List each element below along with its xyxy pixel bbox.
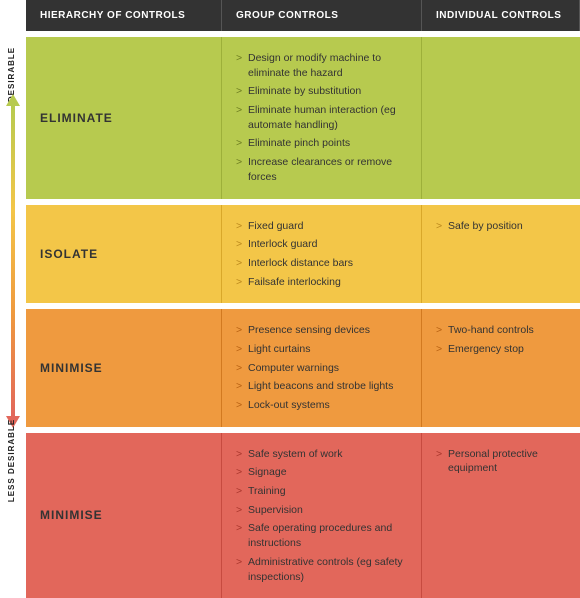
axis-label-bottom: LESS DESIRABLE — [7, 419, 16, 502]
band-minimise-1: MINIMISE Presence sensing devices Light … — [26, 309, 580, 426]
list-item: Computer warnings — [236, 361, 407, 376]
list-item: Interlock distance bars — [236, 256, 407, 271]
list-item: Training — [236, 484, 407, 499]
individual-controls — [422, 37, 580, 199]
group-controls: Safe system of work Signage Training Sup… — [222, 433, 422, 598]
list-item: Eliminate human interaction (eg automate… — [236, 103, 407, 132]
group-list: Fixed guard Interlock guard Interlock di… — [236, 219, 407, 290]
group-controls: Fixed guard Interlock guard Interlock di… — [222, 205, 422, 304]
arrow-up-icon — [6, 94, 20, 106]
list-item: Administrative controls (eg safety inspe… — [236, 555, 407, 584]
arrow-body — [11, 106, 15, 416]
list-item: Personal protective equipment — [436, 447, 566, 476]
group-list: Presence sensing devices Light curtains … — [236, 323, 407, 412]
header-group: GROUP CONTROLS — [222, 0, 422, 31]
list-item: Lock-out systems — [236, 398, 407, 413]
individual-controls: Two-hand controls Emergency stop — [422, 309, 580, 426]
list-item: Eliminate pinch points — [236, 136, 407, 151]
group-list: Design or modify machine to eliminate th… — [236, 51, 407, 185]
list-item: Light beacons and strobe lights — [236, 379, 407, 394]
band-title: ISOLATE — [26, 205, 222, 304]
list-item: Presence sensing devices — [236, 323, 407, 338]
list-item: Signage — [236, 465, 407, 480]
list-item: Safe by position — [436, 219, 566, 234]
band-eliminate: ELIMINATE Design or modify machine to el… — [26, 37, 580, 199]
band-minimise-2: MINIMISE Safe system of work Signage Tra… — [26, 433, 580, 598]
list-item: Emergency stop — [436, 342, 566, 357]
list-item: Eliminate by substitution — [236, 84, 407, 99]
list-item: Fixed guard — [236, 219, 407, 234]
list-item: Safe operating procedures and instructio… — [236, 521, 407, 550]
individual-list: Two-hand controls Emergency stop — [436, 323, 566, 356]
group-list: Safe system of work Signage Training Sup… — [236, 447, 407, 585]
list-item: Light curtains — [236, 342, 407, 357]
header-hierarchy: HIERARCHY OF CONTROLS — [26, 0, 222, 31]
band-title: MINIMISE — [26, 433, 222, 598]
group-controls: Presence sensing devices Light curtains … — [222, 309, 422, 426]
list-item: Supervision — [236, 503, 407, 518]
list-item: Increase clearances or remove forces — [236, 155, 407, 184]
band-isolate: ISOLATE Fixed guard Interlock guard Inte… — [26, 205, 580, 304]
group-controls: Design or modify machine to eliminate th… — [222, 37, 422, 199]
individual-controls: Safe by position — [422, 205, 580, 304]
list-item: Two-hand controls — [436, 323, 566, 338]
individual-list: Personal protective equipment — [436, 447, 566, 476]
list-item: Safe system of work — [236, 447, 407, 462]
band-title: MINIMISE — [26, 309, 222, 426]
individual-list: Safe by position — [436, 219, 566, 234]
list-item: Design or modify machine to eliminate th… — [236, 51, 407, 80]
desirability-axis: DESIRABLE LESS DESIRABLE — [0, 36, 26, 506]
band-title: ELIMINATE — [26, 37, 222, 199]
header-individual: INDIVIDUAL CONTROLS — [422, 0, 580, 31]
list-item: Failsafe interlocking — [236, 275, 407, 290]
table-header: HIERARCHY OF CONTROLS GROUP CONTROLS IND… — [26, 0, 580, 31]
controls-table: HIERARCHY OF CONTROLS GROUP CONTROLS IND… — [26, 0, 580, 598]
list-item: Interlock guard — [236, 237, 407, 252]
individual-controls: Personal protective equipment — [422, 433, 580, 598]
